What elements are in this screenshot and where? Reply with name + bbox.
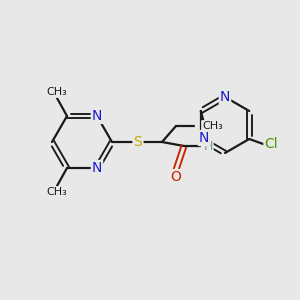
Text: O: O: [171, 170, 182, 184]
Text: CH₃: CH₃: [202, 121, 223, 131]
Text: N: N: [199, 131, 209, 145]
Text: N: N: [92, 161, 102, 175]
Text: CH₃: CH₃: [46, 187, 68, 197]
Text: N: N: [92, 109, 102, 123]
Text: S: S: [134, 135, 142, 149]
Text: CH₃: CH₃: [46, 87, 68, 97]
Text: Cl: Cl: [264, 137, 278, 151]
Text: H: H: [203, 140, 213, 152]
Text: N: N: [220, 90, 230, 104]
